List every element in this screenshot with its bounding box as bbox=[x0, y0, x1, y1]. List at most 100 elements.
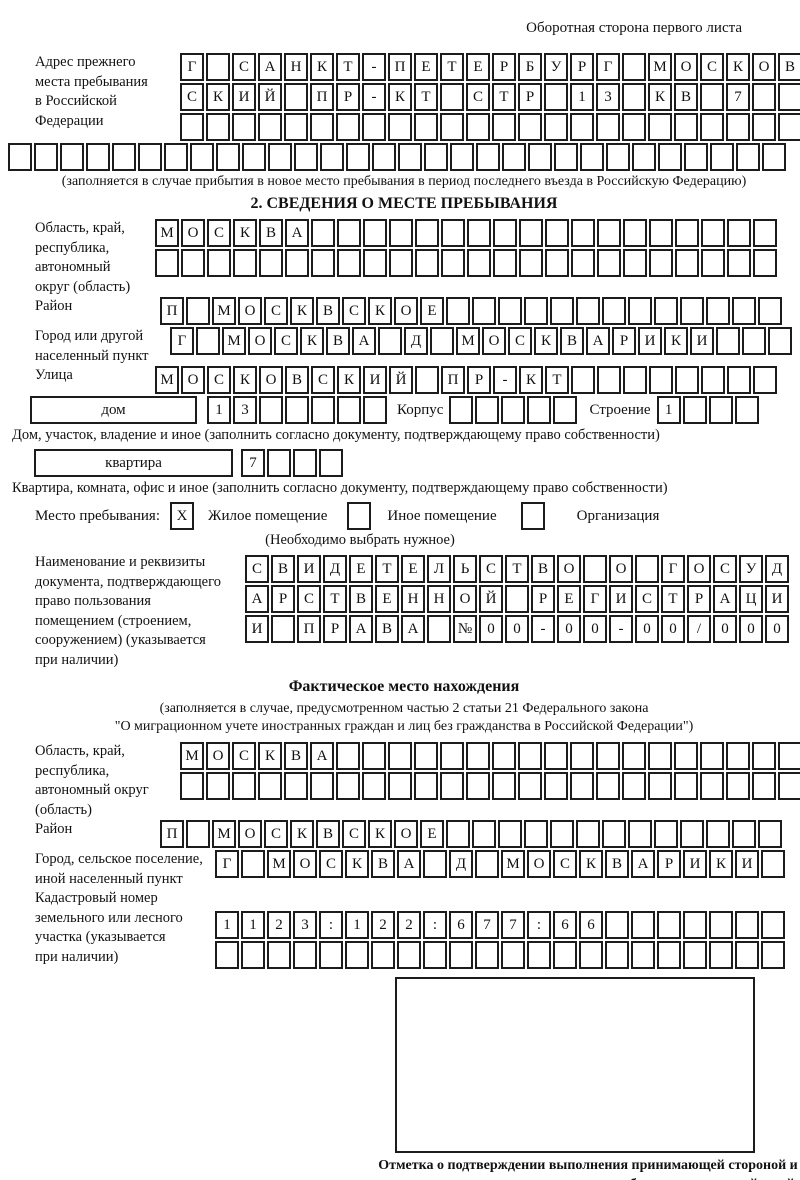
char-cell[interactable] bbox=[498, 297, 522, 325]
char-cell[interactable] bbox=[524, 820, 548, 848]
char-cell[interactable] bbox=[501, 941, 525, 969]
char-cell[interactable] bbox=[414, 113, 438, 141]
char-cell[interactable]: П bbox=[297, 615, 321, 643]
char-cell[interactable] bbox=[675, 249, 699, 277]
char-cell[interactable] bbox=[363, 396, 387, 424]
char-cell[interactable]: 1 bbox=[656, 396, 681, 424]
char-cell[interactable] bbox=[294, 143, 318, 171]
char-cell[interactable] bbox=[735, 911, 759, 939]
char-cell[interactable] bbox=[709, 941, 733, 969]
char-cell[interactable] bbox=[378, 327, 402, 355]
char-cell[interactable] bbox=[654, 820, 678, 848]
char-cell[interactable]: 0 bbox=[583, 615, 607, 643]
char-cell[interactable]: 1 bbox=[215, 911, 239, 939]
char-cell[interactable]: 2 bbox=[397, 911, 421, 939]
char-cell[interactable]: 7 bbox=[241, 449, 265, 477]
char-cell[interactable] bbox=[752, 772, 776, 800]
char-cell[interactable]: Ц bbox=[739, 585, 763, 613]
char-cell[interactable] bbox=[527, 396, 552, 424]
char-cell[interactable]: Н bbox=[284, 53, 308, 81]
apartment-field-box[interactable]: квартира bbox=[34, 449, 233, 477]
char-cell[interactable] bbox=[700, 772, 724, 800]
char-cell[interactable]: : bbox=[527, 911, 551, 939]
char-cell[interactable] bbox=[363, 219, 387, 247]
char-cell[interactable] bbox=[310, 772, 334, 800]
char-cell[interactable] bbox=[466, 772, 490, 800]
char-cell[interactable] bbox=[596, 772, 620, 800]
char-cell[interactable]: 2 bbox=[267, 911, 291, 939]
char-cell[interactable]: С bbox=[553, 850, 577, 878]
char-cell[interactable] bbox=[293, 449, 317, 477]
char-cell[interactable]: О bbox=[609, 555, 633, 583]
char-cell[interactable]: - bbox=[362, 83, 386, 111]
char-cell[interactable]: В bbox=[284, 742, 308, 770]
char-cell[interactable]: П bbox=[160, 820, 184, 848]
char-cell[interactable] bbox=[216, 143, 240, 171]
char-cell[interactable]: 2 bbox=[371, 911, 395, 939]
char-cell[interactable]: С bbox=[207, 366, 231, 394]
char-cell[interactable] bbox=[580, 143, 604, 171]
char-cell[interactable]: О bbox=[206, 742, 230, 770]
char-cell[interactable] bbox=[441, 249, 465, 277]
char-cell[interactable] bbox=[319, 941, 343, 969]
char-cell[interactable] bbox=[550, 820, 574, 848]
char-cell[interactable] bbox=[259, 249, 283, 277]
char-cell[interactable] bbox=[180, 113, 204, 141]
char-cell[interactable]: В bbox=[285, 366, 309, 394]
char-cell[interactable] bbox=[472, 820, 496, 848]
char-cell[interactable]: А bbox=[401, 615, 425, 643]
char-cell[interactable]: О bbox=[394, 297, 418, 325]
char-cell[interactable] bbox=[268, 143, 292, 171]
char-cell[interactable]: А bbox=[258, 53, 282, 81]
char-cell[interactable]: Й bbox=[258, 83, 282, 111]
char-cell[interactable] bbox=[430, 327, 454, 355]
char-cell[interactable] bbox=[466, 113, 490, 141]
char-cell[interactable] bbox=[284, 83, 308, 111]
char-cell[interactable]: : bbox=[423, 911, 447, 939]
char-cell[interactable] bbox=[389, 219, 413, 247]
char-cell[interactable]: О bbox=[238, 820, 262, 848]
char-cell[interactable] bbox=[648, 113, 672, 141]
char-cell[interactable] bbox=[206, 772, 230, 800]
char-cell[interactable]: - bbox=[531, 615, 555, 643]
char-cell[interactable]: 6 bbox=[579, 911, 603, 939]
char-cell[interactable]: Р bbox=[518, 83, 542, 111]
char-cell[interactable] bbox=[735, 941, 759, 969]
char-cell[interactable] bbox=[635, 555, 659, 583]
char-cell[interactable]: О bbox=[674, 53, 698, 81]
char-cell[interactable]: Е bbox=[349, 555, 373, 583]
char-cell[interactable] bbox=[683, 941, 707, 969]
char-cell[interactable] bbox=[492, 772, 516, 800]
char-cell[interactable]: С bbox=[232, 53, 256, 81]
char-cell[interactable] bbox=[576, 297, 600, 325]
char-cell[interactable] bbox=[320, 143, 344, 171]
char-cell[interactable] bbox=[726, 113, 750, 141]
char-cell[interactable]: Т bbox=[492, 83, 516, 111]
char-cell[interactable]: Т bbox=[661, 585, 685, 613]
char-cell[interactable]: В bbox=[560, 327, 584, 355]
char-cell[interactable] bbox=[284, 772, 308, 800]
char-cell[interactable]: Т bbox=[545, 366, 569, 394]
char-cell[interactable]: И bbox=[363, 366, 387, 394]
char-cell[interactable] bbox=[571, 219, 595, 247]
char-cell[interactable]: О bbox=[687, 555, 711, 583]
char-cell[interactable]: 0 bbox=[765, 615, 789, 643]
char-cell[interactable]: С bbox=[713, 555, 737, 583]
char-cell[interactable]: С bbox=[635, 585, 659, 613]
char-cell[interactable] bbox=[605, 941, 629, 969]
char-cell[interactable] bbox=[571, 366, 595, 394]
char-cell[interactable]: / bbox=[687, 615, 711, 643]
char-cell[interactable] bbox=[628, 297, 652, 325]
char-cell[interactable] bbox=[579, 941, 603, 969]
char-cell[interactable]: В bbox=[778, 53, 800, 81]
char-cell[interactable] bbox=[518, 113, 542, 141]
char-cell[interactable] bbox=[606, 143, 630, 171]
char-cell[interactable]: И bbox=[638, 327, 662, 355]
char-cell[interactable]: Е bbox=[420, 297, 444, 325]
char-cell[interactable]: Г bbox=[170, 327, 194, 355]
char-cell[interactable] bbox=[415, 366, 439, 394]
char-cell[interactable] bbox=[155, 249, 179, 277]
char-cell[interactable]: Е bbox=[420, 820, 444, 848]
char-cell[interactable] bbox=[424, 143, 448, 171]
char-cell[interactable] bbox=[706, 820, 730, 848]
